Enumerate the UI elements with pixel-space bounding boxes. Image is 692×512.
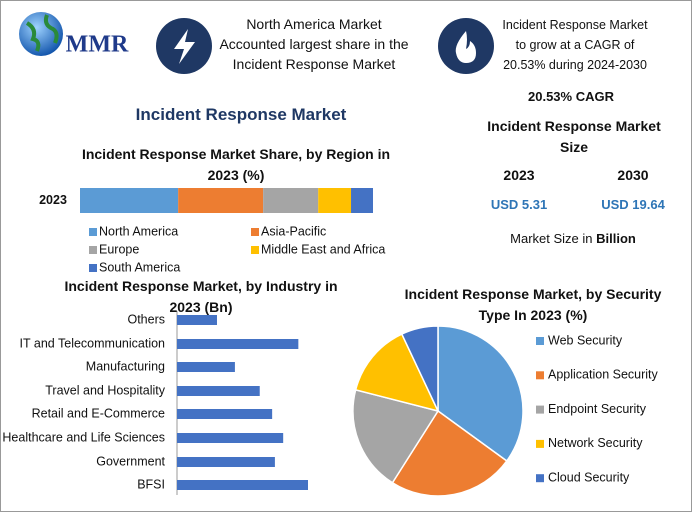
cagr: 20.53% CAGR	[528, 89, 614, 104]
legend-label: Asia-Pacific	[261, 224, 326, 238]
legend-swatch	[89, 264, 97, 272]
lightning-icon	[174, 29, 195, 64]
header-text: Incident Response Market to grow at a CA…	[502, 18, 648, 72]
legend-swatch	[89, 246, 97, 254]
category-label: Government	[96, 454, 165, 468]
bar-segment	[263, 188, 319, 213]
bar	[177, 386, 260, 396]
bar	[177, 362, 235, 372]
note-unit: Billion	[596, 231, 636, 246]
bar	[177, 457, 275, 467]
pie-slice	[352, 388, 440, 484]
flame-icon	[455, 31, 476, 63]
category-label: IT and Telecommunication	[20, 336, 166, 350]
legend-swatch	[536, 337, 544, 345]
legend-label: Application Security	[548, 368, 659, 382]
bar-segment	[178, 188, 264, 213]
legend-label: Endpoint Security	[548, 402, 647, 416]
legend-swatch	[89, 228, 97, 236]
legend-swatch	[536, 371, 544, 380]
category-label: 2023	[39, 193, 67, 207]
legend-swatch	[251, 228, 259, 236]
bar	[177, 480, 308, 490]
legend-label: Cloud Security	[548, 470, 630, 484]
chart-title: Incident Response Market, by Security Ty…	[404, 286, 662, 323]
size-note: Market Size in Billion	[473, 231, 673, 246]
logo-land	[25, 14, 59, 52]
legend-swatch	[251, 246, 259, 254]
bar-segment	[80, 188, 179, 213]
bar-segment	[318, 188, 352, 213]
legend-label: Middle East and Africa	[261, 242, 385, 256]
pie-slice	[391, 409, 508, 497]
note-text: Market Size in	[510, 231, 593, 246]
bar	[177, 315, 217, 325]
bar	[177, 409, 273, 419]
size-value: USD 19.64	[601, 197, 665, 212]
category-label: Travel and Hospitality	[45, 383, 165, 397]
category-label: Others	[127, 312, 165, 326]
legend-swatch	[536, 405, 544, 414]
chart-title: Incident Response Market Share, by Regio…	[81, 146, 391, 183]
bar	[177, 339, 299, 349]
legend-label: Network Security	[548, 436, 643, 450]
pie-slice	[354, 333, 440, 413]
chart-title: Incident Response Market, by Industry in…	[64, 278, 338, 315]
category-label: Healthcare and Life Sciences	[2, 430, 165, 444]
size-value: USD 5.31	[490, 197, 548, 212]
category-label: Manufacturing	[86, 359, 165, 373]
legend-label: South America	[99, 260, 180, 274]
legend-swatch	[536, 474, 544, 483]
size-title: Incident Response Market Size	[487, 118, 661, 155]
legend-swatch	[536, 439, 544, 448]
legend-label: North America	[99, 224, 178, 238]
pie-slice	[437, 325, 524, 463]
year: 2023	[503, 167, 535, 183]
year: 2030	[617, 167, 649, 183]
bar	[177, 433, 284, 443]
header-text: North America Market Accounted largest s…	[219, 16, 409, 72]
main-title: Incident Response Market	[135, 105, 347, 124]
pie-slice	[400, 325, 439, 412]
bar-segment	[351, 188, 373, 213]
logo-text: MMR	[66, 32, 129, 58]
category-label: Retail and E-Commerce	[32, 406, 165, 420]
legend-label: Europe	[99, 242, 139, 256]
legend-label: Web Security	[548, 333, 623, 347]
category-label: BFSI	[137, 477, 165, 491]
